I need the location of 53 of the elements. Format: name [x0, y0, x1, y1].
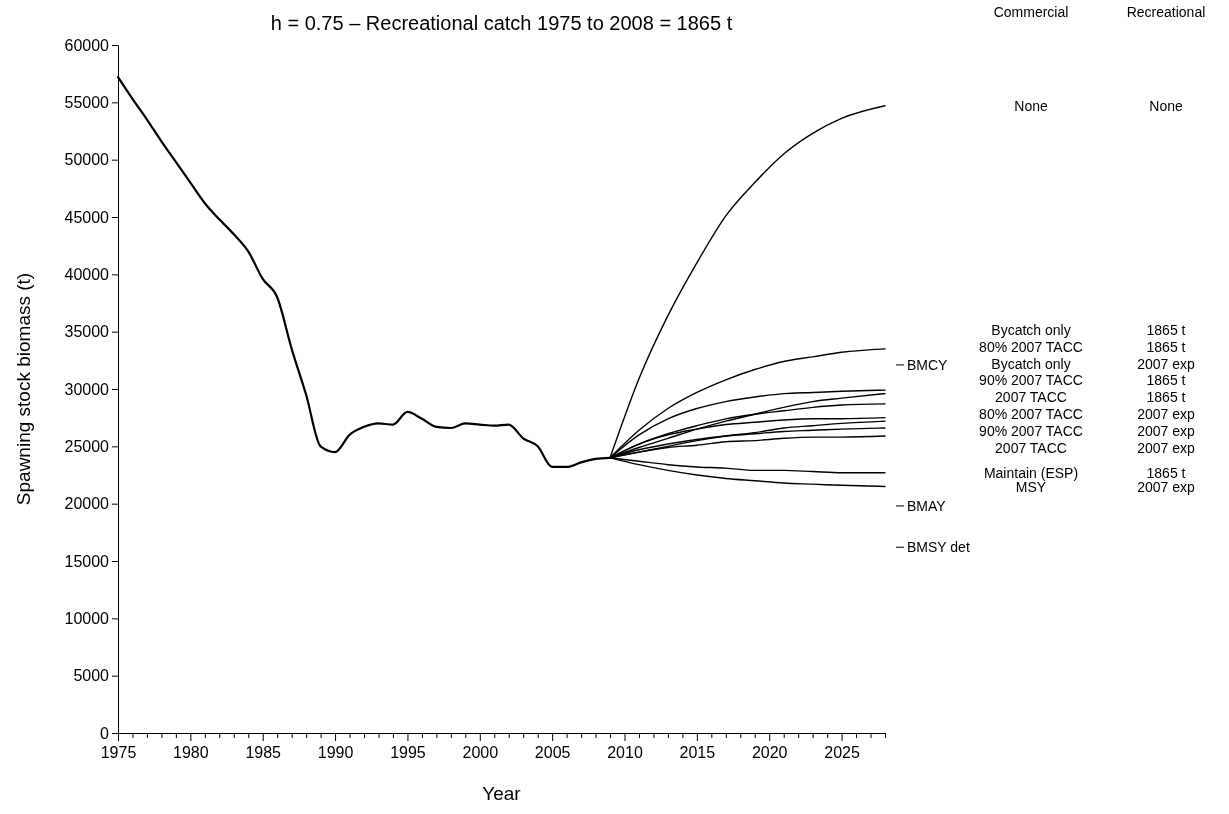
y-tick-label: 60000 [64, 36, 110, 54]
x-tick-label: 1995 [390, 744, 426, 761]
text: 80% 2007 TACC [979, 406, 1083, 422]
text: Commercial [993, 4, 1069, 20]
text: Maintain (ESP) [983, 464, 1079, 481]
text: None [1014, 97, 1048, 114]
y-tick-label: 30000 [64, 380, 110, 398]
ref-line-label: BMSY det [907, 539, 970, 556]
y-tick-label: 45000 [64, 208, 110, 226]
y-tick-label: 55000 [64, 93, 110, 111]
x-tick-label: 1985 [245, 744, 282, 761]
x-axis-title: Year [482, 783, 522, 804]
y-tick-label: 40000 [64, 265, 110, 283]
x-tick-label: 2020 [751, 744, 788, 761]
x-tick-label: 2015 [679, 744, 716, 761]
text: 2007 exp [1137, 355, 1196, 372]
y-axis-title: Spawning stock biomass (t) [13, 272, 34, 506]
y-tick-label: 20000 [64, 495, 110, 513]
text: Bycatch only [991, 355, 1071, 372]
text: 2007 TACC [995, 439, 1067, 456]
x-tick-label: 1980 [173, 744, 209, 761]
text: 1865 t [1146, 322, 1186, 338]
y-tick-label: 10000 [64, 609, 110, 627]
text: 2007 exp [1137, 478, 1196, 495]
x-tick-label: 2000 [462, 744, 499, 761]
text: 90% 2007 TACC [979, 422, 1083, 439]
y-tick-label: 25000 [64, 437, 110, 455]
text: Recreational [1126, 4, 1206, 20]
text: 1865 t [1146, 372, 1186, 389]
text: 1865 t [1146, 338, 1186, 355]
text: 80% 2007 TACC [979, 338, 1083, 355]
chart-title: h = 0.75 – Recreational catch 1975 to 2008 = 1865 t [270, 12, 733, 34]
y-tick-label: 35000 [64, 323, 110, 341]
text: 2007 exp [1137, 422, 1196, 439]
text: Bycatch only [991, 322, 1071, 338]
y-tick-label: 5000 [73, 667, 110, 685]
y-tick-label: 0 [100, 724, 110, 742]
text: 2007 TACC [995, 389, 1067, 406]
text: 90% 2007 TACC [979, 372, 1083, 389]
x-tick-label: 2010 [607, 744, 643, 761]
text: None [1149, 97, 1183, 114]
x-tick-label: 2005 [534, 744, 571, 761]
text: 2007 exp [1137, 439, 1196, 456]
x-tick-label: 2025 [824, 744, 860, 761]
text: 1865 t [1146, 389, 1186, 406]
text: 2007 exp [1137, 406, 1196, 422]
y-tick-label: 15000 [64, 552, 110, 570]
y-tick-label: 50000 [64, 151, 110, 169]
x-tick-label: 1990 [317, 744, 354, 761]
ref-line-label: BMCY [907, 356, 949, 373]
x-tick-label: 1975 [100, 744, 137, 761]
text: 1865 t [1146, 464, 1186, 481]
ref-line-label: BMAY [907, 497, 947, 514]
